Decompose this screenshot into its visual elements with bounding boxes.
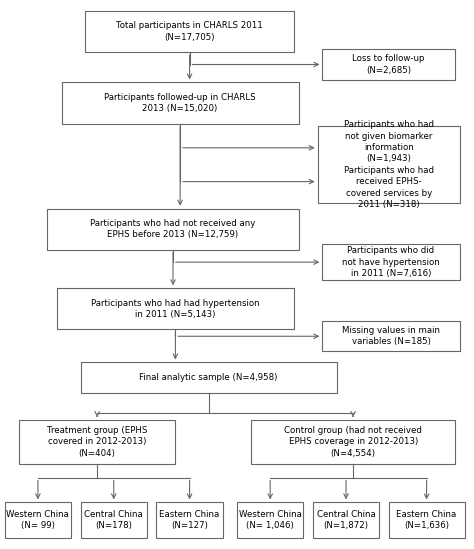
Text: Western China
(N= 1,046): Western China (N= 1,046) (239, 510, 301, 530)
Text: Participants who did
not have hypertension
in 2011 (N=7,616): Participants who did not have hypertensi… (342, 246, 440, 278)
FancyBboxPatch shape (318, 126, 460, 203)
Text: Central China
(N=1,872): Central China (N=1,872) (317, 510, 375, 530)
Text: Missing values in main
variables (N=185): Missing values in main variables (N=185) (342, 326, 440, 346)
FancyBboxPatch shape (19, 420, 175, 464)
Text: Final analytic sample (N=4,958): Final analytic sample (N=4,958) (139, 373, 278, 382)
FancyBboxPatch shape (389, 502, 465, 538)
FancyBboxPatch shape (62, 82, 299, 124)
Text: Participants who had
not given biomarker
information
(N=1,943)
Participants who : Participants who had not given biomarker… (344, 120, 434, 209)
FancyBboxPatch shape (322, 49, 455, 80)
FancyBboxPatch shape (322, 321, 460, 351)
FancyBboxPatch shape (47, 209, 299, 250)
FancyBboxPatch shape (156, 502, 223, 538)
FancyBboxPatch shape (85, 11, 294, 52)
Text: Treatment group (EPHS
covered in 2012-2013)
(N=404): Treatment group (EPHS covered in 2012-20… (47, 426, 147, 458)
Text: Participants who had not received any
EPHS before 2013 (N=12,759): Participants who had not received any EP… (91, 219, 255, 239)
Text: Control group (had not received
EPHS coverage in 2012-2013)
(N=4,554): Control group (had not received EPHS cov… (284, 426, 422, 458)
FancyBboxPatch shape (81, 502, 147, 538)
Text: Central China
(N=178): Central China (N=178) (84, 510, 143, 530)
Text: Loss to follow-up
(N=2,685): Loss to follow-up (N=2,685) (353, 54, 425, 75)
FancyBboxPatch shape (322, 244, 460, 280)
FancyBboxPatch shape (81, 362, 337, 393)
FancyBboxPatch shape (57, 288, 294, 329)
FancyBboxPatch shape (237, 502, 303, 538)
FancyBboxPatch shape (251, 420, 455, 464)
Text: Western China
(N= 99): Western China (N= 99) (7, 510, 69, 530)
Text: Participants who had had hypertension
in 2011 (N=5,143): Participants who had had hypertension in… (91, 299, 260, 319)
FancyBboxPatch shape (5, 502, 71, 538)
FancyBboxPatch shape (313, 502, 379, 538)
Text: Eastern China
(N=1,636): Eastern China (N=1,636) (396, 510, 457, 530)
Text: Eastern China
(N=127): Eastern China (N=127) (159, 510, 220, 530)
Text: Participants followed-up in CHARLS
2013 (N=15,020): Participants followed-up in CHARLS 2013 … (104, 93, 256, 113)
Text: Total participants in CHARLS 2011
(N=17,705): Total participants in CHARLS 2011 (N=17,… (116, 21, 263, 42)
